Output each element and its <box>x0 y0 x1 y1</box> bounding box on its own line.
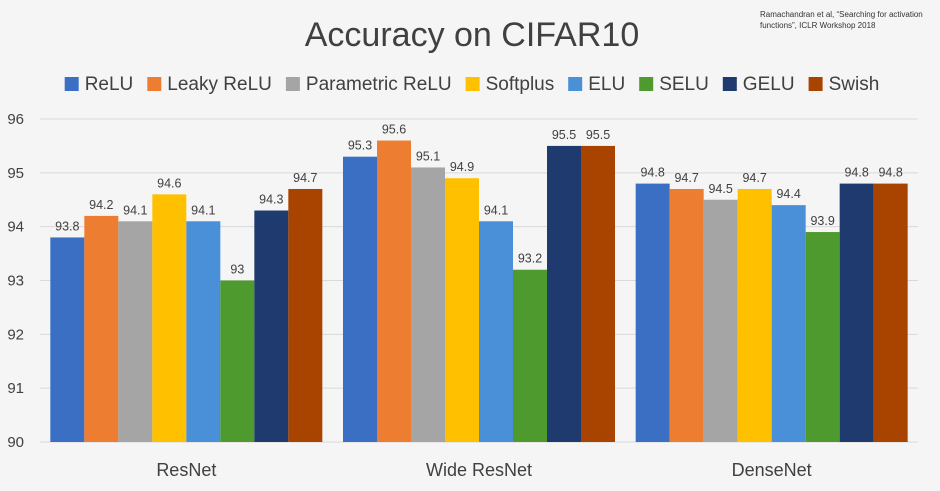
legend-label: Parametric ReLU <box>306 74 452 95</box>
y-tick-label: 90 <box>7 434 24 451</box>
bar-relu <box>50 237 85 442</box>
data-label: 94.1 <box>123 203 147 217</box>
data-label: 94.8 <box>844 166 868 180</box>
bar-leaky-relu <box>377 140 411 443</box>
x-category-label: Wide ResNet <box>426 460 532 480</box>
legend-item: SELU <box>639 74 709 95</box>
bar-selu <box>805 232 840 442</box>
legend-swatch <box>722 77 737 91</box>
legend-swatch <box>568 77 583 91</box>
data-label: 94.7 <box>742 171 766 185</box>
data-label: 93.9 <box>810 214 834 228</box>
bar-elu <box>479 221 513 442</box>
legend: ReLU Leaky ReLU Parametric ReLU Softplus ELU… <box>64 74 880 95</box>
data-label: 94.1 <box>191 203 215 217</box>
legend-label: ReLU <box>85 74 134 95</box>
bar-elu <box>186 221 221 442</box>
bar-gelu <box>839 183 874 442</box>
legend-item: Leaky ReLU <box>147 74 272 95</box>
legend-swatch <box>64 77 79 91</box>
x-axis: ResNet Wide ResNet DenseNet <box>156 460 811 480</box>
bar-leaky-relu <box>84 215 119 442</box>
data-label: 95.3 <box>348 139 372 153</box>
legend-swatch <box>808 77 823 91</box>
legend-item: ELU <box>568 74 625 95</box>
data-label: 93 <box>230 263 244 277</box>
bar-parametric-relu <box>118 221 153 442</box>
bar-relu <box>635 183 670 442</box>
legend-label: SELU <box>659 74 709 95</box>
citation: Ramachandran et al, “Searching for activ… <box>760 10 923 30</box>
legend-item: GELU <box>722 74 795 95</box>
y-tick-label: 92 <box>7 326 24 343</box>
bar-softplus <box>152 194 187 442</box>
bar-gelu <box>547 145 581 442</box>
legend-label: Leaky ReLU <box>167 74 272 95</box>
bar-parametric-relu <box>703 199 738 442</box>
bar-swish <box>581 145 615 442</box>
legend-label: ELU <box>588 74 625 95</box>
data-label: 95.5 <box>552 128 576 142</box>
legend-swatch <box>465 77 480 91</box>
data-label: 94.8 <box>878 166 902 180</box>
legend-label: Swish <box>829 74 880 95</box>
bar-elu <box>771 205 806 442</box>
data-label: 94.7 <box>674 171 698 185</box>
y-tick-label: 94 <box>7 219 24 236</box>
legend-label: Softplus <box>486 74 555 95</box>
legend-item: Parametric ReLU <box>285 74 452 95</box>
y-tick-label: 96 <box>7 111 24 128</box>
data-label: 94.3 <box>259 193 283 207</box>
y-tick-label: 95 <box>7 165 24 182</box>
data-label: 94.8 <box>640 166 664 180</box>
data-label: 94.2 <box>89 198 113 212</box>
data-label: 94.1 <box>484 203 508 217</box>
x-category-label: DenseNet <box>732 460 812 480</box>
legend-swatch <box>639 77 654 91</box>
bar-leaky-relu <box>669 188 704 442</box>
legend-item: ReLU <box>64 74 134 95</box>
data-label: 94.9 <box>450 160 474 174</box>
data-label: 93.8 <box>55 219 79 233</box>
bar-selu <box>513 269 547 442</box>
bar-softplus <box>445 178 479 442</box>
legend-label: GELU <box>743 74 795 95</box>
legend-swatch <box>147 77 162 91</box>
chart-title: Accuracy on CIFAR10 <box>305 16 639 54</box>
legend-item: Softplus <box>465 74 555 95</box>
bar-parametric-relu <box>411 167 445 442</box>
y-tick-label: 93 <box>7 273 24 290</box>
bar-selu <box>220 280 255 442</box>
data-label: 93.2 <box>518 252 542 266</box>
bar-swish <box>873 183 908 442</box>
bar-swish <box>288 188 323 442</box>
data-label: 94.5 <box>708 182 732 196</box>
data-label: 94.4 <box>776 187 800 201</box>
x-category-label: ResNet <box>156 460 216 480</box>
bar-relu <box>343 156 377 442</box>
y-tick-label: 91 <box>7 380 24 397</box>
bars: 93.8 95.3 94.8 94.2 95.6 94.7 94.1 95.1 94.5 94.6… <box>50 123 908 443</box>
data-label: 95.5 <box>586 128 610 142</box>
legend-swatch <box>285 77 300 91</box>
data-label: 95.6 <box>382 123 406 137</box>
bar-softplus <box>737 188 772 442</box>
legend-item: Swish <box>808 74 880 95</box>
data-label: 94.6 <box>157 176 181 190</box>
bar-gelu <box>254 210 289 442</box>
data-label: 94.7 <box>293 171 317 185</box>
data-label: 95.1 <box>416 149 440 163</box>
y-axis: 90 91 92 93 94 95 96 <box>7 111 24 451</box>
